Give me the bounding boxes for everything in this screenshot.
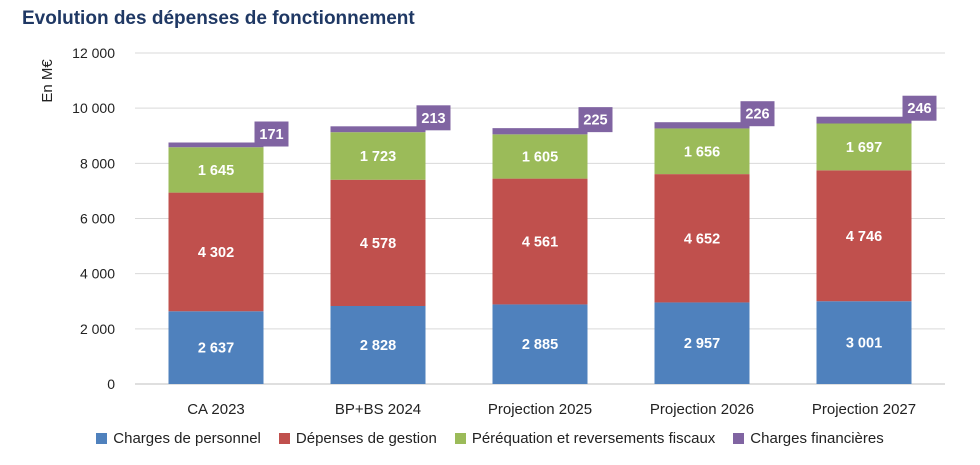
bar-segment xyxy=(654,122,750,129)
data-label: 1 656 xyxy=(684,144,720,160)
y-axis: 0 2 000 4 000 6 000 8 000 10 000 12 000 xyxy=(72,45,115,392)
bar-segment xyxy=(168,142,264,148)
data-label: 4 652 xyxy=(684,231,720,247)
legend-item: Charges financières xyxy=(733,430,884,447)
data-label: 4 561 xyxy=(522,235,558,251)
legend-swatch xyxy=(96,433,108,444)
bar-segment xyxy=(816,123,912,171)
bar-segment xyxy=(654,128,750,175)
y-axis-label: En M€ xyxy=(39,59,56,103)
data-label-box xyxy=(740,101,775,127)
data-label: 246 xyxy=(907,101,931,117)
legend-swatch xyxy=(454,433,466,444)
x-category-label: Projection 2026 xyxy=(650,401,754,418)
data-label: 3 001 xyxy=(846,336,882,352)
data-label-box xyxy=(254,121,289,147)
data-label: 2 885 xyxy=(522,337,558,353)
bar-segment xyxy=(168,147,264,193)
x-category-label: Projection 2025 xyxy=(488,401,592,418)
bar-segment xyxy=(654,174,750,303)
y-tick-label: 8 000 xyxy=(80,155,115,171)
x-axis: CA 2023 BP+BS 2024 Projection 2025 Projecti… xyxy=(187,401,916,418)
legend-label: Charges de personnel xyxy=(113,430,261,447)
legend-label: Dépenses de gestion xyxy=(295,430,437,447)
bar-segment xyxy=(168,311,264,384)
bar-segment xyxy=(492,304,588,384)
legend-item: Dépenses de gestion xyxy=(278,430,437,447)
bars: 2 637 4 302 1 645 171 2 828 4 578 1 723 213 2 88… xyxy=(168,95,937,384)
y-tick-label: 10 000 xyxy=(72,100,115,116)
bar-segment xyxy=(330,126,426,133)
data-label-box xyxy=(578,107,613,133)
legend-label: Charges financières xyxy=(750,430,884,447)
y-tick-label: 2 000 xyxy=(80,321,115,337)
data-label: 2 637 xyxy=(198,341,234,357)
x-category-label: BP+BS 2024 xyxy=(335,401,421,418)
data-label: 4 746 xyxy=(846,229,882,245)
data-label: 2 828 xyxy=(360,338,396,354)
data-label-box xyxy=(902,95,937,121)
data-label: 2 957 xyxy=(684,336,720,352)
data-label: 4 302 xyxy=(198,245,234,261)
bar-segment xyxy=(492,128,588,135)
data-label: 4 578 xyxy=(360,236,396,252)
bar-segment xyxy=(816,116,912,124)
bar-segment xyxy=(330,305,426,384)
legend-swatch xyxy=(278,433,290,444)
legend-item: Charges de personnel xyxy=(96,430,261,447)
legend: Charges de personnel Dépenses de gestion P… xyxy=(0,430,980,447)
legend-label: Péréquation et reversements fiscaux xyxy=(471,430,716,447)
bar-segment xyxy=(330,132,426,180)
x-category-label: CA 2023 xyxy=(187,401,245,418)
x-category-label: Projection 2027 xyxy=(812,401,916,418)
y-tick-label: 6 000 xyxy=(80,211,115,227)
bar-segment xyxy=(168,192,264,312)
bar-segment xyxy=(492,134,588,179)
chart-title: Evolution des dépenses de fonctionnement xyxy=(22,8,415,29)
data-label: 171 xyxy=(259,127,283,143)
bar-segment xyxy=(330,179,426,306)
bar-segment xyxy=(816,170,912,302)
data-label: 225 xyxy=(583,113,607,129)
y-tick-label: 0 xyxy=(107,376,115,392)
data-label: 1 697 xyxy=(846,140,882,156)
data-label: 213 xyxy=(421,111,445,127)
data-label: 1 645 xyxy=(198,163,234,179)
bar-segment xyxy=(654,302,750,384)
data-label: 1 723 xyxy=(360,149,396,165)
data-label-box xyxy=(416,105,451,131)
y-tick-label: 4 000 xyxy=(80,266,115,282)
data-label: 1 605 xyxy=(522,149,558,165)
bar-segment xyxy=(816,301,912,384)
bar-segment xyxy=(492,178,588,305)
legend-swatch xyxy=(733,433,745,444)
data-label: 226 xyxy=(745,107,769,123)
legend-item: Péréquation et reversements fiscaux xyxy=(454,430,716,447)
y-tick-label: 12 000 xyxy=(72,45,115,61)
